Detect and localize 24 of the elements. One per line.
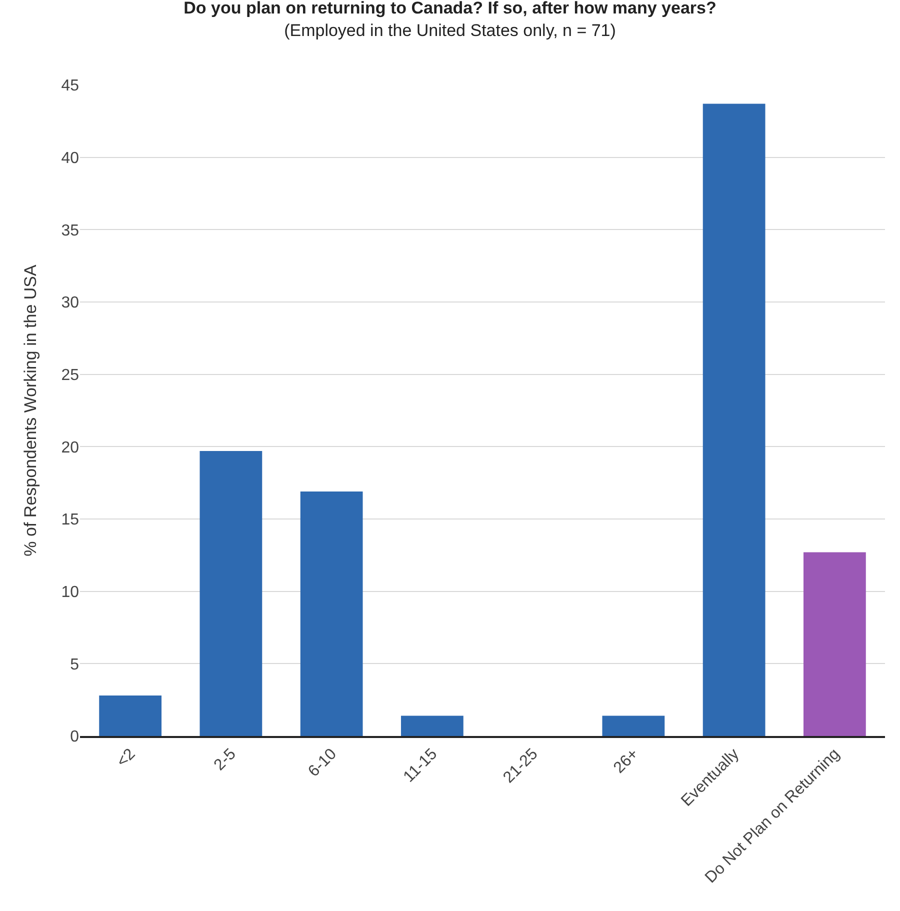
bar [200, 451, 262, 736]
x-tick-label: <2 [114, 746, 139, 771]
y-tick-label: 20 [61, 439, 80, 456]
y-axis-title: % of Respondents Working in the USA [21, 264, 40, 556]
x-tick-label: 6-10 [305, 746, 340, 780]
bar [803, 552, 866, 736]
chart-title: Do you plan on returning to Canada? If so, after how many years? [184, 0, 716, 18]
y-tick-label: 0 [70, 728, 80, 746]
y-tick-label: 10 [61, 584, 80, 601]
bar [300, 492, 363, 736]
x-tick-label: 26+ [610, 746, 642, 777]
y-tick-label: 35 [61, 222, 80, 240]
y-tick-label: 15 [61, 512, 80, 529]
y-tick-label: 30 [61, 294, 80, 312]
bar [99, 695, 162, 736]
x-tick-label: 2-5 [211, 746, 240, 774]
y-tick-label: 45 [61, 78, 80, 95]
bar [602, 716, 665, 736]
y-tick-label: 25 [61, 366, 80, 384]
bar [702, 104, 766, 736]
bar [400, 716, 464, 736]
y-tick-label: 5 [70, 656, 80, 674]
y-tick-label: 40 [61, 150, 80, 167]
chart-subtitle: (Employed in the United States only, n = 71) [284, 20, 616, 40]
